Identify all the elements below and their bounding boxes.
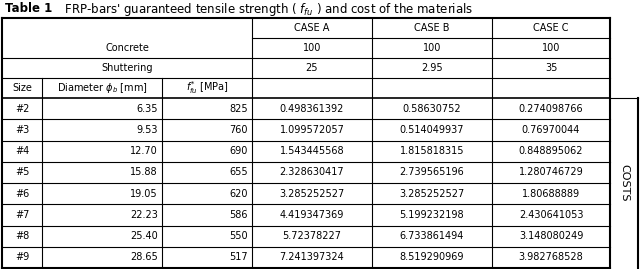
- Text: 1.280746729: 1.280746729: [518, 167, 584, 177]
- Text: 825: 825: [229, 104, 248, 114]
- Text: CASE C: CASE C: [533, 23, 569, 33]
- Text: Shuttering: Shuttering: [101, 63, 153, 73]
- Text: 4.419347369: 4.419347369: [280, 210, 344, 220]
- Text: 6.733861494: 6.733861494: [400, 231, 464, 241]
- Text: #8: #8: [15, 231, 29, 241]
- Text: #6: #6: [15, 189, 29, 199]
- Text: 1.815818315: 1.815818315: [400, 146, 464, 156]
- Text: 0.58630752: 0.58630752: [403, 104, 461, 114]
- Text: 8.519290969: 8.519290969: [400, 252, 464, 262]
- Text: 100: 100: [303, 43, 321, 53]
- Text: 0.76970044: 0.76970044: [522, 125, 580, 135]
- Text: 5.199232198: 5.199232198: [400, 210, 464, 220]
- Text: 0.274098766: 0.274098766: [518, 104, 583, 114]
- Text: Size: Size: [12, 83, 32, 93]
- Text: 100: 100: [423, 43, 441, 53]
- Text: 19.05: 19.05: [131, 189, 158, 199]
- Text: #4: #4: [15, 146, 29, 156]
- Text: COSTS: COSTS: [619, 164, 629, 202]
- Text: #3: #3: [15, 125, 29, 135]
- Text: 690: 690: [230, 146, 248, 156]
- Text: 5.72378227: 5.72378227: [282, 231, 342, 241]
- Text: 25.40: 25.40: [131, 231, 158, 241]
- Text: #5: #5: [15, 167, 29, 177]
- Text: 2.739565196: 2.739565196: [399, 167, 465, 177]
- Text: 3.982768528: 3.982768528: [518, 252, 584, 262]
- Text: 35: 35: [545, 63, 557, 73]
- Text: Concrete: Concrete: [105, 43, 149, 53]
- Text: 12.70: 12.70: [131, 146, 158, 156]
- Text: $f^{*}_{fu}$ [MPa]: $f^{*}_{fu}$ [MPa]: [186, 80, 228, 96]
- Text: 620: 620: [230, 189, 248, 199]
- Text: CASE B: CASE B: [414, 23, 450, 33]
- Text: 3.148080249: 3.148080249: [519, 231, 583, 241]
- Text: #2: #2: [15, 104, 29, 114]
- Text: 9.53: 9.53: [136, 125, 158, 135]
- Text: 28.65: 28.65: [131, 252, 158, 262]
- Text: 1.099572057: 1.099572057: [280, 125, 344, 135]
- Text: 25: 25: [306, 63, 318, 73]
- Text: 0.514049937: 0.514049937: [400, 125, 464, 135]
- Text: 550: 550: [229, 231, 248, 241]
- Text: 517: 517: [229, 252, 248, 262]
- Text: 2.430641053: 2.430641053: [519, 210, 583, 220]
- Text: 2.328630417: 2.328630417: [280, 167, 344, 177]
- Text: 2.95: 2.95: [421, 63, 443, 73]
- Text: 0.498361392: 0.498361392: [280, 104, 344, 114]
- Text: 1.80688889: 1.80688889: [522, 189, 580, 199]
- Text: 760: 760: [230, 125, 248, 135]
- Text: FRP-bars' guaranteed tensile strength ( $f_{fu}$ ) and cost of the materials: FRP-bars' guaranteed tensile strength ( …: [57, 1, 473, 17]
- Text: 6.35: 6.35: [136, 104, 158, 114]
- Text: #9: #9: [15, 252, 29, 262]
- Text: 100: 100: [542, 43, 560, 53]
- Text: 15.88: 15.88: [131, 167, 158, 177]
- Text: 0.848895062: 0.848895062: [519, 146, 583, 156]
- Text: 3.285252527: 3.285252527: [280, 189, 344, 199]
- Text: Table 1: Table 1: [5, 2, 52, 16]
- Text: CASE A: CASE A: [294, 23, 330, 33]
- Text: 7.241397324: 7.241397324: [280, 252, 344, 262]
- Text: 22.23: 22.23: [130, 210, 158, 220]
- Text: Diameter $\phi_b$ [mm]: Diameter $\phi_b$ [mm]: [57, 81, 147, 95]
- Text: 586: 586: [230, 210, 248, 220]
- Text: 655: 655: [229, 167, 248, 177]
- Text: 3.285252527: 3.285252527: [399, 189, 465, 199]
- Text: #7: #7: [15, 210, 29, 220]
- Text: 1.543445568: 1.543445568: [280, 146, 344, 156]
